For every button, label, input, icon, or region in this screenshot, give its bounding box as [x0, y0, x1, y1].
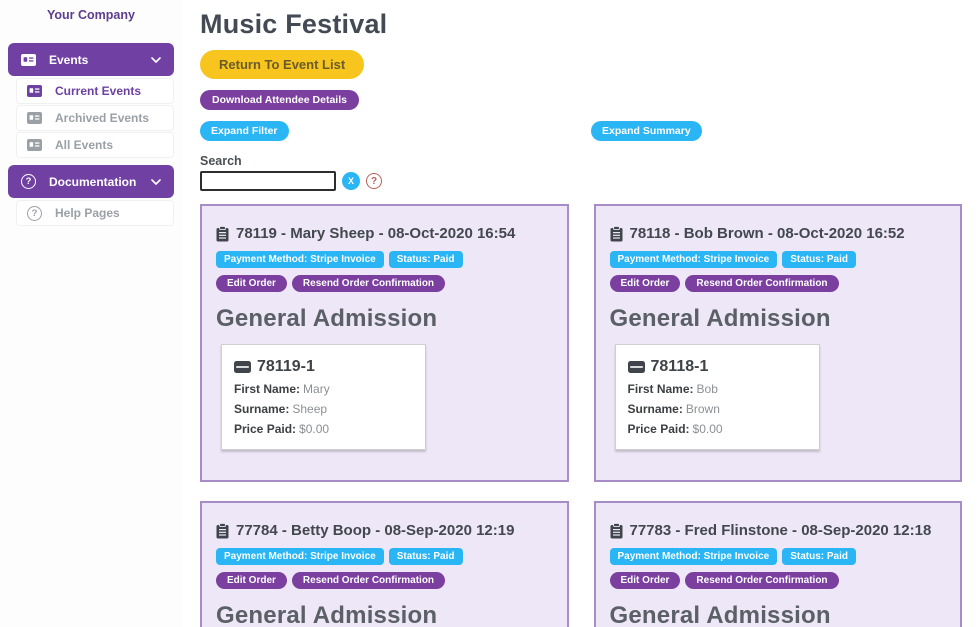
ticket-icon [627, 361, 645, 373]
question-circle-icon: ? [27, 205, 42, 221]
ticket-number: 78118-1 [650, 358, 709, 375]
order-title-text: 77783 - Fred Flinstone - 08-Sep-2020 12:… [629, 522, 932, 539]
payment-method-badge: Payment Method: Stripe Invoice [609, 251, 778, 268]
ticket-first-name: First Name: Mary [234, 382, 330, 396]
order-card: 78118 - Bob Brown - 08-Oct-2020 16:52 Pa… [593, 204, 962, 482]
order-title-text: 77784 - Betty Boop - 08-Sep-2020 12:19 [236, 522, 515, 539]
sidebar-item-label: Help Pages [55, 206, 120, 220]
ticket-surname: Surname: Brown [627, 402, 720, 416]
search-input[interactable] [200, 171, 336, 191]
sidebar-item-archived-events[interactable]: Archived Events [16, 105, 174, 131]
status-badge: Status: Paid [782, 548, 856, 565]
clear-search-button[interactable]: X [342, 172, 360, 190]
download-attendee-details-button[interactable]: Download Attendee Details [200, 90, 359, 110]
filter-column: Expand Filter [200, 121, 581, 141]
chevron-down-icon [151, 56, 161, 63]
id-card-icon [27, 139, 42, 151]
status-badge: Status: Paid [388, 548, 463, 565]
orders-grid: 78119 - Mary Sheep - 08-Oct-2020 16:54 P… [200, 204, 962, 627]
search-label: Search [200, 154, 242, 168]
order-card: 77784 - Betty Boop - 08-Sep-2020 12:19 P… [200, 501, 569, 627]
order-title: 78119 - Mary Sheep - 08-Oct-2020 16:54 [216, 225, 553, 242]
ticket-price-paid: Price Paid: $0.00 [627, 422, 723, 436]
resend-order-confirmation-button[interactable]: Resend Order Confirmation [685, 572, 839, 589]
edit-order-button[interactable]: Edit Order [216, 275, 287, 292]
resend-order-confirmation-button[interactable]: Resend Order Confirmation [291, 275, 446, 292]
summary-column: Expand Summary [581, 121, 962, 141]
payment-method-badge: Payment Method: Stripe Invoice [216, 251, 384, 268]
id-card-icon [27, 112, 42, 124]
ticket-price-paid: Price Paid: $0.00 [234, 422, 330, 436]
ticket-box: 78118-1 First Name: Bob Surname: Brown Pri… [614, 344, 820, 450]
ticket-surname: Surname: Sheep [234, 402, 328, 416]
sidebar-item-events[interactable]: Events [8, 43, 174, 76]
company-name: Your Company [47, 8, 135, 22]
ticket-type-heading: General Admission [609, 602, 831, 627]
main-content: Music Festival Return To Event List Down… [200, 0, 962, 627]
edit-order-button[interactable]: Edit Order [216, 572, 287, 589]
ticket-number: 78119-1 [257, 358, 315, 375]
order-title: 77783 - Fred Flinstone - 08-Sep-2020 12:… [610, 522, 947, 539]
sidebar-item-label: Documentation [49, 174, 137, 189]
sidebar-item-all-events[interactable]: All Events [16, 132, 174, 158]
sidebar-item-documentation[interactable]: ? Documentation [8, 165, 174, 198]
order-title: 78118 - Bob Brown - 08-Oct-2020 16:52 [610, 225, 947, 242]
clipboard-icon [610, 225, 623, 242]
sidebar-item-label: All Events [55, 138, 114, 152]
sidebar-item-current-events[interactable]: Current Events [16, 78, 174, 104]
status-badge: Status: Paid [388, 251, 463, 268]
chevron-down-icon [151, 178, 161, 185]
payment-method-badge: Payment Method: Stripe Invoice [609, 548, 778, 565]
order-title-text: 78118 - Bob Brown - 08-Oct-2020 16:52 [629, 225, 905, 242]
clipboard-icon [216, 522, 229, 539]
sidebar-nav: Events Current Events Archived Events Al… [0, 43, 182, 226]
ticket-box: 78119-1 First Name: Mary Surname: Sheep Pr… [221, 344, 426, 450]
order-card: 77783 - Fred Flinstone - 08-Sep-2020 12:… [593, 501, 962, 627]
order-title-text: 78119 - Mary Sheep - 08-Oct-2020 16:54 [236, 225, 516, 242]
id-card-icon [21, 53, 36, 66]
ticket-type-heading: General Admission [609, 305, 831, 332]
sidebar-item-label: Events [49, 52, 89, 67]
page-title: Music Festival [200, 9, 388, 39]
ticket-type-heading: General Admission [216, 602, 438, 627]
clipboard-icon [216, 225, 229, 242]
edit-order-button[interactable]: Edit Order [609, 572, 681, 589]
question-circle-icon: ? [21, 174, 36, 189]
ticket-icon [234, 361, 251, 373]
resend-order-confirmation-button[interactable]: Resend Order Confirmation [291, 572, 446, 589]
status-badge: Status: Paid [782, 251, 856, 268]
edit-order-button[interactable]: Edit Order [609, 275, 681, 292]
return-to-event-list-button[interactable]: Return To Event List [200, 50, 365, 79]
sidebar-item-help-pages[interactable]: ? Help Pages [16, 200, 174, 226]
clipboard-icon [610, 522, 623, 539]
ticket-type-heading: General Admission [216, 305, 438, 332]
order-card: 78119 - Mary Sheep - 08-Oct-2020 16:54 P… [200, 204, 569, 482]
sidebar-item-label: Current Events [55, 84, 142, 98]
order-title: 77784 - Betty Boop - 08-Sep-2020 12:19 [216, 522, 553, 539]
sidebar: Your Company Events Current Events Archi… [0, 0, 182, 627]
id-card-icon [27, 85, 42, 97]
payment-method-badge: Payment Method: Stripe Invoice [216, 548, 384, 565]
sidebar-item-label: Archived Events [55, 111, 150, 125]
resend-order-confirmation-button[interactable]: Resend Order Confirmation [685, 275, 839, 292]
help-icon[interactable]: ? [366, 173, 382, 189]
expand-filter-button[interactable]: Expand Filter [200, 121, 289, 141]
expand-summary-button[interactable]: Expand Summary [591, 121, 702, 141]
ticket-first-name: First Name: Bob [627, 382, 718, 396]
